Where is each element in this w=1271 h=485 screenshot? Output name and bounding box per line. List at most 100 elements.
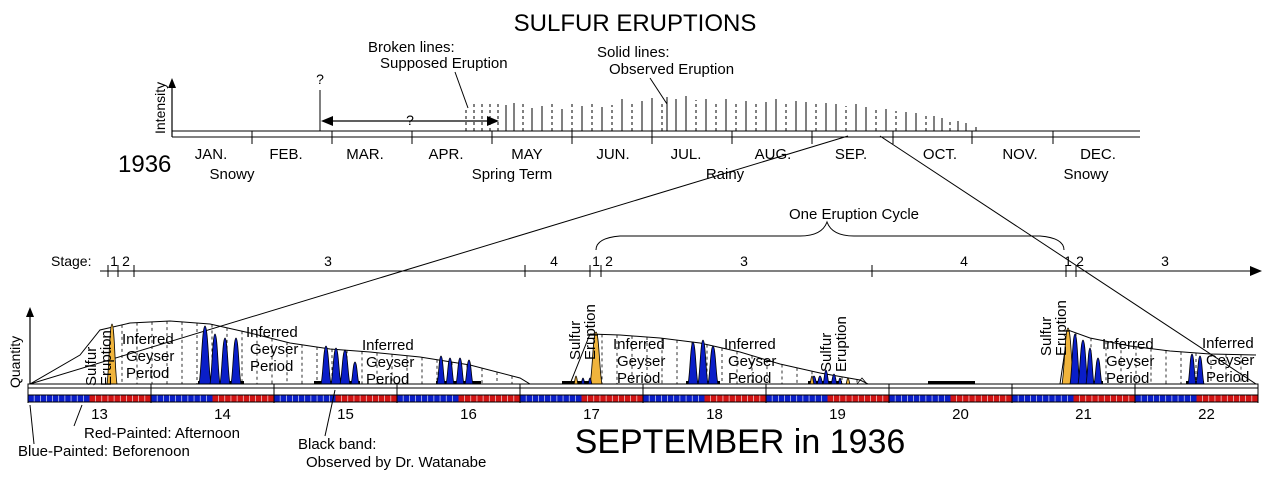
month-label: AUG. — [755, 146, 792, 163]
inferred-period-line: Period — [617, 370, 660, 387]
geyser-peak — [219, 337, 231, 385]
geyser-peak — [822, 369, 830, 385]
month-label: FEB. — [269, 146, 302, 163]
geyser-peak — [687, 341, 699, 385]
day-label: 16 — [460, 406, 477, 423]
day-label: 17 — [583, 406, 600, 423]
geyser-peak — [198, 325, 212, 385]
yearly-timeline: Intensity JAN. FEB. MAR. APR. MAY JUN. JUL. AUG… — [118, 39, 1140, 183]
day-label: 21 — [1075, 406, 1092, 423]
inferred-period-label: Inferred Geyser Period — [1202, 335, 1254, 386]
month-label: DEC. — [1080, 146, 1116, 163]
inferred-period-line: Period — [126, 365, 169, 382]
inferred-period-line: Geyser — [366, 354, 414, 371]
stage-label: 3 — [1161, 253, 1169, 269]
geyser-peak — [837, 377, 843, 385]
stage-label: 1 — [110, 253, 118, 269]
legend-black-band-text: Observed by Dr. Watanabe — [306, 454, 486, 471]
geyser-peak — [339, 349, 351, 385]
small-sulfur-peak — [845, 377, 851, 385]
inferred-period-line: Inferred — [362, 337, 414, 354]
cycle-label: One Eruption Cycle — [789, 206, 919, 223]
geyser-peak — [697, 339, 709, 385]
stage-label: 2 — [605, 253, 613, 269]
inferred-period-label: Inferred Geyser Period — [122, 331, 174, 382]
geyser-peak — [436, 355, 446, 385]
month-label: APR. — [428, 146, 463, 163]
supposed-period-question-mark: ? — [406, 112, 414, 128]
legend-solid-lines-pointer — [649, 77, 668, 105]
inferred-period-label: Inferred Geyser Period — [246, 324, 298, 375]
season-label-snowy-jan: Snowy — [209, 166, 255, 183]
legend-blue-pointer — [29, 404, 35, 445]
eruption-lines — [465, 96, 977, 131]
zoom-connector-left — [29, 135, 849, 385]
stage-label: 4 — [550, 253, 558, 269]
geyser-peak — [320, 345, 332, 385]
stage-ticks — [107, 265, 1077, 277]
month-label: JAN. — [195, 146, 228, 163]
sulfur-eruption-label: SulfurEruption — [567, 304, 599, 360]
geyser-peak — [1195, 355, 1205, 385]
stage-label: 1 — [1064, 253, 1072, 269]
legend-black-band-pointer — [324, 389, 336, 437]
legend-blue-painted: Blue-Painted: Beforenoon — [18, 443, 190, 460]
sulfur-label-line: Sulfur — [83, 347, 100, 386]
legend-red-painted: Red-Painted: Afternoon — [84, 425, 240, 442]
quantity-axis-arrow — [26, 307, 34, 317]
month-label: MAY — [511, 146, 542, 163]
inferred-period-line: Inferred — [246, 324, 298, 341]
sulfur-eruption-labels: SulfurEruption SulfurEruption SulfurErupti… — [83, 300, 1070, 386]
month-labels: JAN. FEB. MAR. APR. MAY JUN. JUL. AUG. SEP. OCT. N… — [195, 146, 1116, 163]
day-labels: 13 14 15 16 17 18 19 20 21 22 — [91, 406, 1215, 423]
season-label-rainy: Rainy — [706, 166, 745, 183]
inferred-period-label: Inferred Geyser Period — [1102, 336, 1154, 387]
stage-axis-arrow — [1250, 266, 1262, 276]
geyser-peak — [580, 377, 586, 385]
inferred-period-line: Geyser — [617, 353, 665, 370]
legend-black-band-heading: Black band: — [298, 436, 376, 453]
month-label: JUL. — [671, 146, 702, 163]
geyser-peak — [330, 347, 342, 385]
september-detail: Quantity 13 14 15 16 17 18 19 20 21 22 SulfurErup… — [7, 300, 1259, 423]
season-label-spring-term: Spring Term — [472, 166, 553, 183]
geyser-peak — [816, 375, 824, 385]
day-label: 15 — [337, 406, 354, 423]
geyser-peak — [350, 361, 360, 385]
season-label-snowy-dec: Snowy — [1063, 166, 1109, 183]
sulfur-label-line: Eruption — [833, 316, 850, 372]
intensity-axis-label: Intensity — [152, 82, 168, 134]
stage-label: 2 — [122, 253, 130, 269]
eruption-cycle-brace: One Eruption Cycle — [595, 206, 1065, 251]
inferred-period-line: Inferred — [724, 336, 776, 353]
sulfur-label-line: Sulfur — [1038, 317, 1055, 356]
inferred-period-line: Period — [728, 370, 771, 387]
figure-title: SULFUR ERUPTIONS — [514, 10, 757, 37]
supposed-period-arrow-right-head — [487, 116, 499, 126]
geyser-peak — [707, 345, 719, 385]
inferred-period-line: Period — [1106, 370, 1149, 387]
stage-label: 3 — [740, 253, 748, 269]
day-ticks — [27, 384, 1259, 403]
sulfur-eruption-label: SulfurEruption — [83, 330, 115, 386]
zoom-connector-right — [879, 135, 1257, 385]
march-question-mark: ? — [316, 71, 324, 87]
geyser-peak — [587, 377, 593, 385]
inferred-period-line: Geyser — [728, 353, 776, 370]
geyser-peak — [445, 357, 455, 385]
stage-label: 3 — [324, 253, 332, 269]
month-label: JUN. — [596, 146, 629, 163]
sulfur-label-line: Sulfur — [818, 333, 835, 372]
geyser-peak — [464, 359, 474, 385]
day-label: 13 — [91, 406, 108, 423]
year-label: 1936 — [118, 151, 171, 178]
sulfur-label-line: Eruption — [98, 330, 115, 386]
sulfur-label-line: Eruption — [582, 304, 599, 360]
supposed-period-arrow-left-head — [321, 116, 333, 126]
sulfur-label-line: Eruption — [1053, 300, 1070, 356]
geyser-peak — [1093, 357, 1103, 385]
